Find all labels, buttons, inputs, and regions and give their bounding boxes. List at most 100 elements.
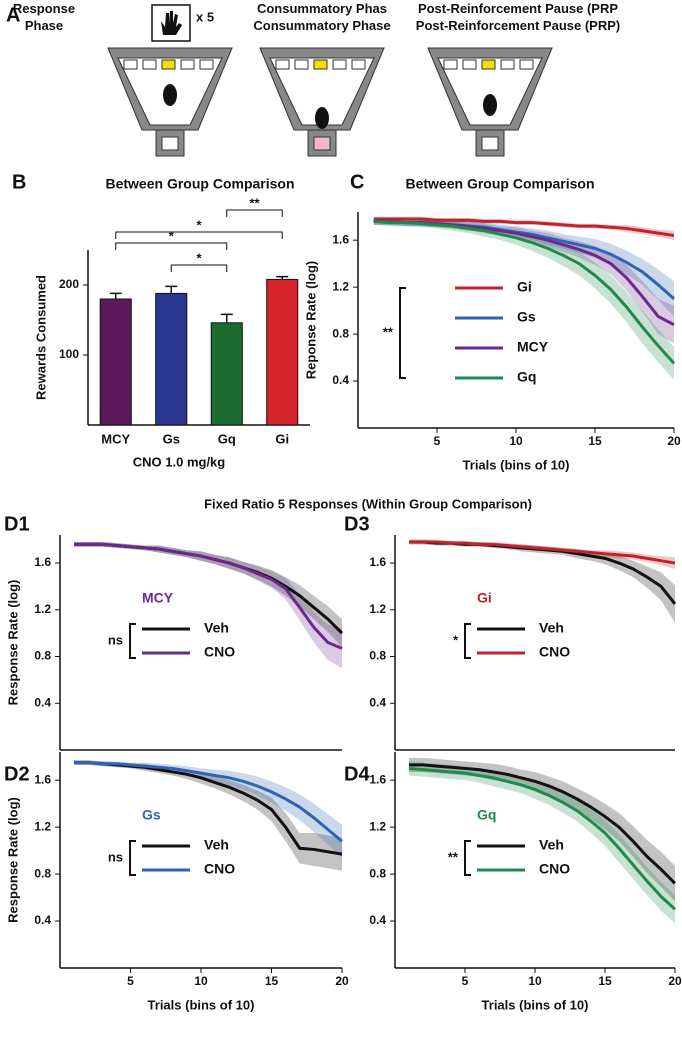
error-band [409,539,675,623]
y-tick-label: 0.4 [34,695,51,709]
mouse-mid [483,94,497,116]
phase-label: Response Phase [13,1,75,33]
x-tick-label: 5 [127,974,134,988]
x-tick-label: 15 [588,434,602,448]
y-tick-label: 1.2 [34,819,51,833]
nose-port [443,59,458,70]
x-tick-label: 20 [335,974,349,988]
y-tick-label: 0.4 [34,913,51,927]
mouse-bottom [315,107,329,129]
legend-bracket [464,840,471,876]
significance-label: ns [108,632,123,647]
x-tick-label: 10 [509,434,523,448]
y-tick-label: 0.4 [369,913,386,927]
phase-label: Post-Reinforcement Pause (PRP Post-Reinfo… [416,1,620,33]
legend-bracket [464,623,471,659]
magazine-tray [161,136,179,151]
y-tick-label: 100 [59,347,79,361]
magazine-tray [313,136,331,151]
x-tick-label: 20 [668,974,682,988]
bar [155,292,188,426]
nose-port [294,59,309,70]
y-axis-label: Reponse Rate (log) [303,261,318,379]
y-tick-label: 0.8 [369,649,386,663]
y-axis-label: Response Rate (log) [5,797,20,923]
chart-title: Between Group Comparison [405,176,594,192]
legend-label: CNO [539,861,570,877]
y-axis-label: Rewards Consumed [33,275,48,400]
y-tick-label: 200 [59,277,79,291]
legend-label: Veh [539,620,564,636]
nose-port [142,59,157,70]
y-tick-label: 1.6 [34,555,51,569]
nose-port [462,59,477,70]
y-tick-label: 1.6 [34,772,51,786]
legend-label: CNO [204,644,235,660]
nose-port [313,59,328,70]
significance-label: * [169,228,175,243]
error-bar [276,275,289,280]
x-tick-label: MCY [101,431,130,446]
panel-label: D1 [4,513,30,535]
nose-port [161,59,176,70]
nose-port [519,59,534,70]
significance-label: ** [383,324,394,339]
x-tick-label: 15 [265,974,279,988]
y-tick-label: 1.6 [332,232,349,246]
legend-bracket [399,287,406,379]
y-tick-label: 1.6 [369,555,386,569]
y-tick-label: 0.8 [34,866,51,880]
chamber-inner [437,57,543,126]
line [409,540,676,565]
nose-port [332,59,347,70]
significance-label: ns [108,849,123,864]
nose-port [180,59,195,70]
bar [266,278,299,426]
panel-label: D2 [4,763,30,785]
significance-label: ** [249,195,260,210]
nose-port [481,59,496,70]
legend-label: CNO [204,861,235,877]
significance-bracket [226,209,283,217]
chamber-inner [269,57,375,126]
x-axis-label: Trials (bins of 10) [148,997,255,1012]
significance-label: * [196,217,202,232]
y-tick-label: 0.4 [369,695,386,709]
magazine-tray [481,136,499,151]
line [373,219,676,365]
x-axis-label: Trials (bins of 10) [463,457,570,472]
y-tick-label: 1.2 [332,279,349,293]
legend-label: Gs [517,309,536,325]
significance-label: * [196,250,202,265]
legend-label: Veh [539,837,564,853]
phase-label: Consummatory Phas Consummatory Phase [253,1,390,33]
x-tick-label: Gs [163,431,180,446]
y-tick-label: 0.8 [369,866,386,880]
y-axis-label: Response Rate (log) [5,580,20,706]
error-bar [109,292,122,299]
legend-title: Gq [477,807,496,823]
x-tick-label: Gq [218,431,236,446]
y-tick-label: 0.4 [332,373,349,387]
x-tick-label: 10 [194,974,208,988]
significance-label: * [453,632,459,647]
nose-port [275,59,290,70]
section-title: Fixed Ratio 5 Responses (Within Group Co… [204,496,532,511]
panel-label: B [12,171,26,193]
y-tick-label: 1.2 [369,602,386,616]
error-band [74,542,342,669]
line [373,217,675,237]
legend-label: Veh [204,837,229,853]
x-tick-label: 15 [598,974,612,988]
mouse-top [163,84,177,106]
legend-label: MCY [517,339,549,355]
hand-box [151,4,191,42]
legend-bracket [129,623,136,659]
nose-port [351,59,366,70]
line [408,766,677,911]
line [74,542,343,650]
legend-bracket [129,840,136,876]
error-band [74,760,342,871]
